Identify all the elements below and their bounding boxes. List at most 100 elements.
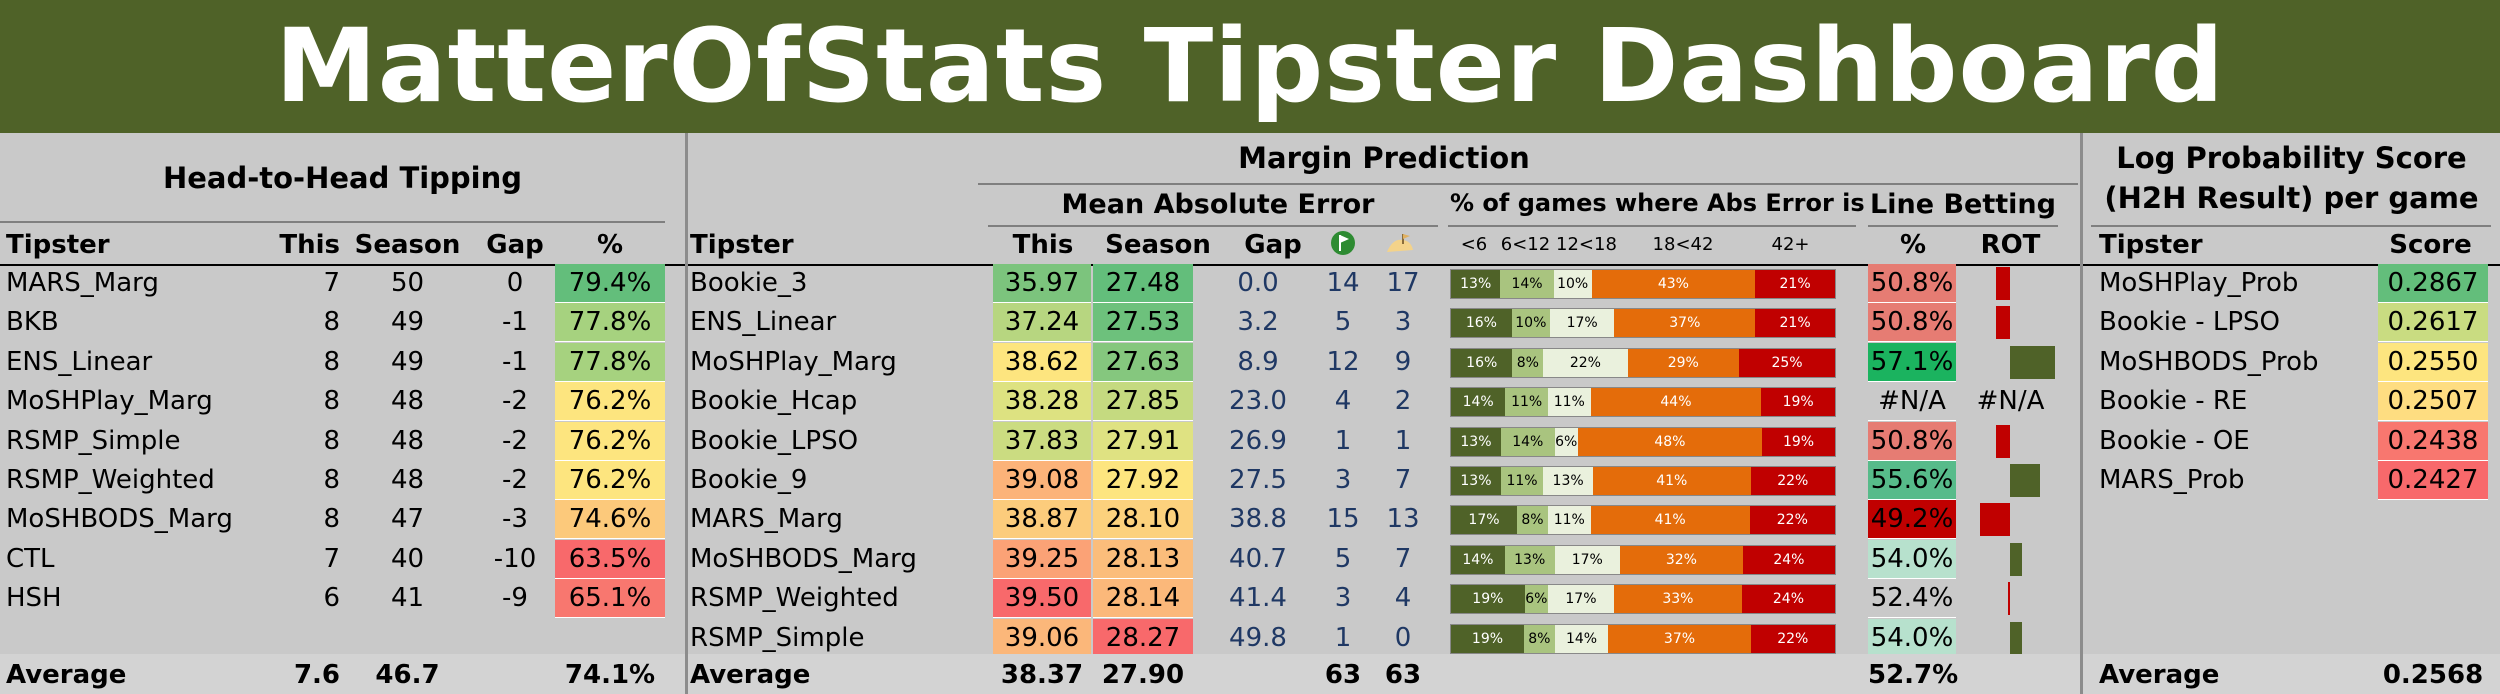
line-pct: 49.2% [1868,500,1956,540]
flag-count: 1 [1334,622,1352,653]
logprob-panel: Log Probability Score (H2H Result) per g… [2083,133,2500,694]
flag-count: 5 [1334,543,1352,574]
table-row: MoSHPlay_Prob 0.2867 [2083,264,2500,303]
bucket-label-0: <6 [1460,234,1488,255]
h2h-season: 47 [390,504,425,535]
bar-segment-4: 19% [1762,427,1835,456]
bar-segment-4: 21% [1755,309,1835,338]
table-row: Bookie_LPSO 37.83 27.91 26.9 1 1 13% 14% 6% 48% 19… [688,421,2080,461]
margin-tipster: Bookie_LPSO [690,425,859,456]
mae-this: 39.06 [993,618,1091,658]
table-row: Bookie_9 39.08 27.92 27.5 3 7 13% 11% 13% 41% 22% 5… [688,461,2080,500]
mae-season: 27.63 [1093,342,1193,382]
h2h-gap: -10 [493,543,537,574]
margin-title: Margin Prediction [1238,141,1530,175]
table-row: Bookie_Hcap 38.28 27.85 23.0 4 2 14% 11% 11% 44% 1… [688,382,2080,422]
mae-season: 27.91 [1093,421,1193,461]
bucket-label-3: 18<42 [1652,234,1714,255]
h2h-gap: -3 [502,504,528,535]
lp-tipster: Bookie - RE [2099,386,2248,417]
mae-gap: 41.4 [1229,583,1287,614]
flag-count: 5 [1334,307,1352,338]
margin-tipster: RSMP_Weighted [690,583,899,614]
bar-segment-1: 8% [1512,348,1544,377]
lp-tipster: MARS_Prob [2099,465,2245,495]
bar-segment-0: 13% [1451,270,1501,298]
bar-segment-3: 41% [1590,506,1750,535]
mae-season: 28.10 [1093,500,1193,540]
table-row: Bookie - LPSO 0.2617 [2083,303,2500,343]
abs-error-bar: 14% 11% 11% 44% 19% [1450,387,1836,418]
margin-tipster: Bookie_Hcap [690,386,858,417]
margin-header-rot: ROT [1980,230,2041,260]
bar-segment-3: 48% [1577,427,1763,456]
margin-tipster: MoSHPlay_Marg [690,346,897,377]
mae-gap: 8.9 [1237,346,1279,377]
bar-segment-2: 13% [1543,467,1594,495]
bar-segment-2: 6% [1554,427,1578,456]
lp-tipster: MoSHPlay_Prob [2099,268,2299,298]
rot-bar [1980,503,2010,537]
divider-2 [2080,133,2083,694]
abs-error-bar: 14% 13% 17% 32% 24% [1450,544,1836,575]
bunker-count: 4 [1394,583,1412,614]
margin-panel: Margin Prediction Mean Absolute Error % … [688,133,2080,694]
buckets-title: % of games where Abs Error is [1450,189,1865,217]
abs-error-bar: 19% 8% 14% 37% 22% [1450,623,1836,654]
bar-segment-4: 19% [1761,388,1835,417]
mae-gap: 49.8 [1229,622,1287,653]
mae-gap: 38.8 [1229,504,1287,535]
line-title: Line Betting [1870,189,2056,220]
bar-segment-2: 17% [1549,309,1615,338]
h2h-season: 48 [390,386,425,417]
table-row: Bookie - OE 0.2438 [2083,421,2500,461]
bar-segment-2: 17% [1554,545,1620,574]
flag-count: 15 [1326,504,1360,535]
rot-bar [2010,464,2040,497]
margin-header-gap: Gap [1244,230,1302,260]
mae-this: 39.25 [993,539,1091,579]
mae-gap: 23.0 [1229,386,1287,417]
table-row: RSMP_Simple 8 48 -2 76.2% [0,421,685,461]
margin-tipster: Bookie_9 [690,465,808,495]
bar-segment-4: 25% [1739,348,1835,377]
line-pct: 50.8% [1868,303,1956,343]
mae-this: 39.50 [993,579,1091,619]
h2h-average-pct: 74.1% [564,660,656,690]
bar-segment-0: 16% [1451,348,1513,377]
bunker-count: 17 [1386,268,1420,298]
h2h-header-2: Season [354,230,461,260]
bar-segment-0: 13% [1451,467,1501,495]
lp-tipster: Bookie - LPSO [2099,307,2280,338]
logprob-title-line1: Log Probability Score [2116,141,2467,175]
mae-this: 37.24 [993,303,1091,343]
margin-tipster: MARS_Marg [690,504,843,535]
h2h-average-row [0,654,685,694]
h2h-this: 8 [323,346,340,377]
h2h-title: Head-to-Head Tipping [162,161,523,195]
h2h-header-rule [0,264,685,266]
bar-segment-2: 11% [1547,506,1591,535]
lp-score: 0.2867 [2378,264,2488,303]
bar-segment-1: 11% [1505,388,1548,417]
rot-bar [1996,267,2010,300]
margin-header-pct: % [1899,230,1927,260]
golf-bunker-icon [1385,232,1415,256]
table-row: MARS_Marg 38.87 28.10 38.8 15 13 17% 8% 11% 41% 22… [688,500,2080,540]
bar-segment-3: 37% [1608,624,1751,653]
h2h-this: 7 [323,268,340,298]
divider-1 [685,133,688,694]
abs-error-bar: 19% 6% 17% 33% 24% [1450,584,1836,615]
mae-this: 38.87 [993,500,1091,540]
mae-gap: 26.9 [1229,425,1287,456]
h2h-tipster: CTL [6,543,55,574]
margin-tipster: Bookie_3 [690,268,808,298]
mae-this: 37.83 [993,421,1091,461]
mae-rule [988,225,1438,227]
h2h-header-3: Gap [486,230,544,260]
h2h-average-season: 46.7 [375,660,440,690]
bar-segment-2: 11% [1547,388,1591,417]
margin-average-label: Average [690,660,811,690]
margin-header-tipster: Tipster [690,230,794,260]
bar-segment-1: 10% [1511,309,1550,338]
